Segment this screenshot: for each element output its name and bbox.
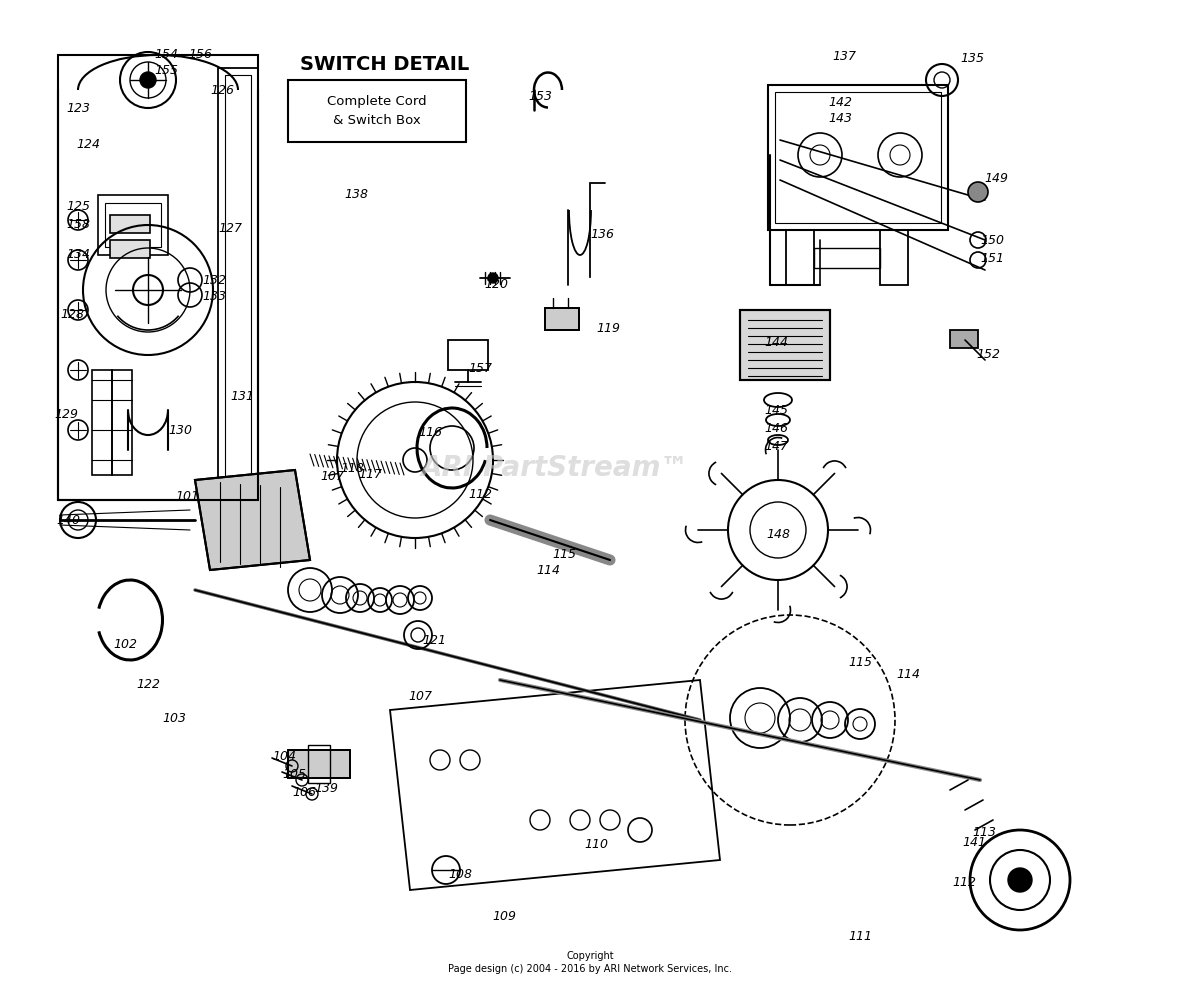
Text: 139: 139	[314, 782, 337, 795]
Bar	[448, 340, 489, 370]
Text: ARI PartStream™: ARI PartStream™	[420, 454, 689, 482]
Text: 127: 127	[218, 222, 242, 235]
Text: 115: 115	[552, 548, 576, 561]
Text: 136: 136	[590, 228, 614, 241]
Text: 146: 146	[763, 422, 788, 435]
Text: 148: 148	[766, 528, 789, 541]
Text: 108: 108	[448, 868, 472, 881]
Text: 109: 109	[492, 910, 516, 923]
Bar	[288, 80, 466, 142]
Text: 149: 149	[984, 172, 1008, 185]
Text: Page design (c) 2004 - 2016 by ARI Network Services, Inc.: Page design (c) 2004 - 2016 by ARI Netwo…	[448, 964, 732, 974]
Bar	[288, 750, 350, 778]
Bar	[768, 85, 948, 230]
Text: 158: 158	[66, 218, 90, 231]
Bar	[545, 308, 579, 330]
Text: 122: 122	[136, 678, 160, 691]
Bar	[225, 75, 251, 490]
Text: 134: 134	[66, 248, 90, 261]
Bar	[288, 750, 350, 778]
Text: 133: 133	[202, 290, 227, 303]
Bar	[740, 310, 830, 380]
Text: 137: 137	[832, 50, 856, 63]
Bar	[786, 230, 814, 285]
Polygon shape	[195, 470, 310, 570]
Text: 103: 103	[162, 712, 186, 725]
Bar	[814, 248, 880, 268]
Text: 112: 112	[952, 876, 976, 889]
Text: Complete Cord
& Switch Box: Complete Cord & Switch Box	[327, 96, 427, 126]
Text: 111: 111	[848, 930, 872, 943]
Text: 154: 154	[155, 48, 178, 61]
Bar	[110, 240, 150, 258]
Text: 128: 128	[60, 308, 84, 321]
Bar	[112, 370, 132, 475]
Bar	[740, 310, 830, 380]
Circle shape	[1008, 868, 1032, 892]
Text: 152: 152	[976, 348, 999, 361]
Text: 114: 114	[536, 564, 560, 577]
Text: 145: 145	[763, 404, 788, 417]
Text: 142: 142	[828, 96, 852, 109]
Text: 106: 106	[291, 786, 316, 799]
Text: SWITCH DETAIL: SWITCH DETAIL	[300, 55, 470, 74]
Text: 119: 119	[596, 322, 620, 335]
Text: 138: 138	[345, 188, 368, 201]
Circle shape	[140, 72, 156, 88]
Circle shape	[968, 182, 988, 202]
Text: 107: 107	[408, 690, 432, 703]
Text: 140: 140	[55, 514, 80, 527]
Text: 135: 135	[961, 52, 984, 65]
Text: 132: 132	[202, 274, 227, 287]
Text: Copyright: Copyright	[566, 951, 614, 961]
Text: 126: 126	[210, 84, 234, 97]
Text: 151: 151	[981, 252, 1004, 265]
Text: 153: 153	[527, 90, 552, 103]
Circle shape	[489, 273, 498, 283]
Text: 102: 102	[113, 638, 137, 651]
Text: 129: 129	[54, 408, 78, 421]
Text: 105: 105	[282, 768, 306, 781]
Text: 150: 150	[981, 234, 1004, 247]
Text: 114: 114	[896, 668, 920, 681]
Text: 121: 121	[422, 634, 446, 647]
Text: 131: 131	[230, 390, 254, 403]
Text: 113: 113	[972, 826, 996, 839]
Bar	[92, 370, 112, 475]
Bar	[950, 330, 978, 348]
Text: 156: 156	[188, 48, 212, 61]
Bar	[105, 203, 160, 247]
Text: 115: 115	[848, 656, 872, 669]
Bar	[218, 68, 258, 498]
Text: 155: 155	[155, 64, 178, 77]
Text: 120: 120	[484, 278, 509, 291]
Text: 116: 116	[418, 426, 442, 439]
Circle shape	[133, 275, 163, 305]
Text: 110: 110	[584, 838, 608, 851]
Bar	[308, 745, 330, 783]
Text: 107: 107	[320, 470, 345, 483]
Text: 118: 118	[340, 462, 363, 475]
Bar	[880, 230, 907, 285]
Text: 157: 157	[468, 362, 492, 375]
Text: 125: 125	[66, 200, 90, 213]
Text: 101: 101	[175, 490, 199, 503]
Bar	[545, 308, 579, 330]
Text: 143: 143	[828, 112, 852, 125]
Bar	[775, 92, 940, 223]
Bar	[110, 215, 150, 233]
Text: 104: 104	[273, 750, 296, 763]
Text: 144: 144	[763, 336, 788, 349]
Text: 112: 112	[468, 488, 492, 501]
Bar	[58, 55, 258, 500]
Text: 141: 141	[962, 836, 986, 849]
Text: 117: 117	[358, 468, 382, 481]
Text: 130: 130	[168, 424, 192, 437]
Text: 123: 123	[66, 102, 90, 115]
Text: 147: 147	[763, 440, 788, 453]
Text: 124: 124	[76, 138, 100, 151]
Bar	[98, 195, 168, 255]
